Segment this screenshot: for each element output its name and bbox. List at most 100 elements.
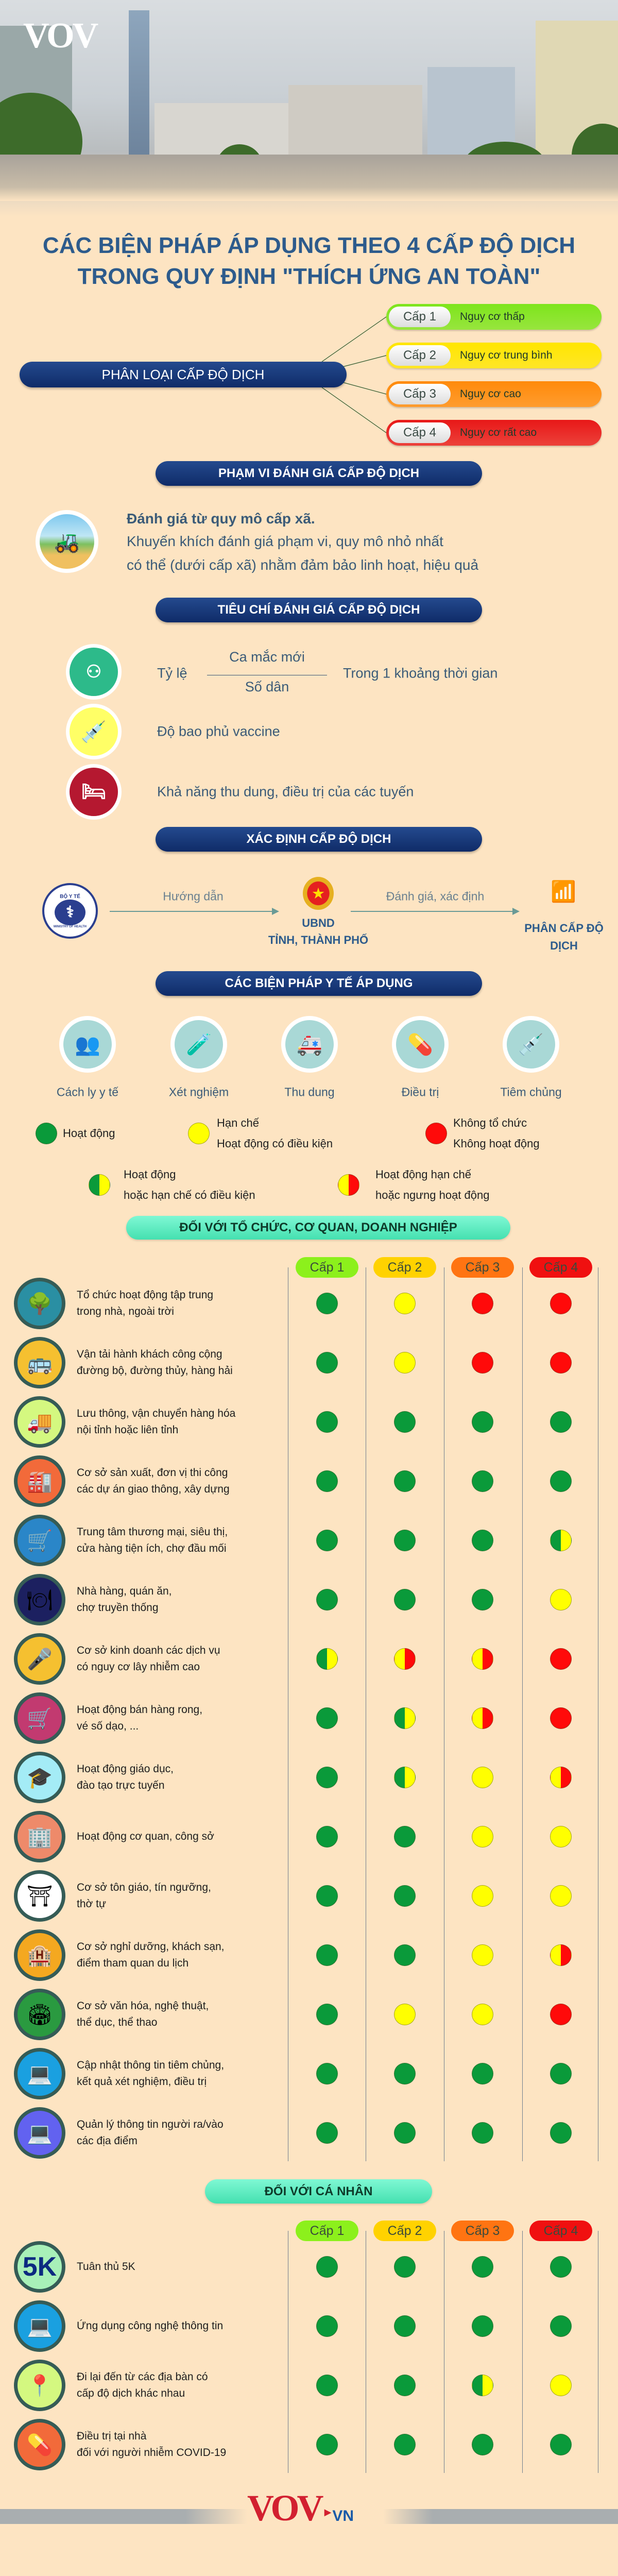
status-dot-red (550, 1293, 572, 1314)
scope-bold-text: Đánh giá từ quy mô cấp xã. (127, 511, 315, 527)
status-dot-red (472, 1293, 493, 1314)
page-title-line2: TRONG QUY ĐỊNH "THÍCH ỨNG AN TOÀN" (77, 264, 541, 289)
row-label: Vận tải hành khách công cộng đường bộ, đư… (77, 1348, 233, 1377)
status-dot-green (394, 2063, 416, 2084)
level-badge: Cấp 2 (389, 345, 451, 366)
status-dot-green (550, 2315, 572, 2337)
scope-header: PHẠM VI ĐÁNH GIÁ CẤP ĐỘ DỊCH (156, 461, 482, 486)
status-dot-yellow (472, 1944, 493, 1966)
laptop-icon: 💻 (14, 2048, 65, 2099)
factory-icon: 🏭 (14, 1455, 65, 1507)
legend-text: Hoạt động (63, 1127, 115, 1140)
status-dot-red (550, 1648, 572, 1670)
rate-period: Trong 1 khoảng thời gian (343, 665, 498, 681)
vaccine-syringe-icon: 💉 (503, 1016, 559, 1073)
row-label: Hoạt động bán hàng rong, vé số dạo, ... (77, 1704, 203, 1732)
authority-line2: TỈNH, THÀNH PHỐ (268, 934, 369, 946)
5k-icon: 5K (14, 2241, 65, 2293)
vaccine-icon: 💉 (66, 704, 122, 759)
status-dot-red (550, 2004, 572, 2025)
status-dot-green (550, 1470, 572, 1492)
caduceus-icon: ⚕ (55, 899, 85, 925)
status-dot-green-yellow (394, 1767, 416, 1788)
status-dot-yellow (472, 1767, 493, 1788)
row-label: Cơ sở kinh doanh các dịch vụ có nguy cơ l… (77, 1645, 220, 1673)
graduation-cap-icon: 🎓 (14, 1752, 65, 1803)
row-label: Ứng dụng công nghệ thông tin (77, 2320, 224, 2332)
level-header-1: Cấp 1 (296, 2221, 358, 2241)
classification-connectors (321, 316, 387, 433)
status-dot-green (472, 2122, 493, 2144)
criteria-header: TIÊU CHÍ ĐÁNH GIÁ CẤP ĐỘ DỊCH (156, 598, 482, 622)
level-header-3: Cấp 3 (451, 1257, 514, 1278)
play-arrow-icon: ▶ (324, 2507, 332, 2517)
ambulance-icon: 🚑 (281, 1016, 338, 1073)
status-dot-green (316, 1470, 338, 1492)
infection-rate-icon: ⚇ (66, 644, 122, 700)
row-label: Hoạt động cơ quan, công sở (77, 1831, 214, 1842)
measures-header: CÁC BIỆN PHÁP Y TẾ ÁP DỤNG (156, 971, 482, 996)
status-dot-green (394, 1589, 416, 1611)
status-dot-green (316, 1352, 338, 1374)
medicine-icon: 💊 (14, 2419, 65, 2470)
level-header-2: Cấp 2 (373, 1257, 436, 1278)
status-dot-green (316, 1767, 338, 1788)
column-divider (522, 1267, 523, 2161)
status-dot-green (472, 2063, 493, 2084)
legend-text: Hoạt động hoặc hạn chế có điều kiện (124, 1168, 255, 1201)
status-dot-yellow (550, 1589, 572, 1611)
status-dot-green (316, 1293, 338, 1314)
banner-photo: VOV (0, 0, 618, 216)
measure-label: Điều trị (401, 1085, 439, 1099)
level-risk: Nguy cơ rất cao (460, 427, 537, 438)
hotel-icon: 🏨 (14, 1929, 65, 1981)
quarantine-icon: 👥 (59, 1016, 116, 1073)
level-pill-1: Cấp 1 Nguy cơ thấp (386, 304, 602, 330)
countryside-icon: 🚜 (36, 510, 98, 573)
rising-chart-icon: 📶 (551, 880, 576, 903)
map-pin-icon: 📍 (14, 2360, 65, 2411)
level-risk: Nguy cơ thấp (460, 311, 525, 323)
status-dot-green (316, 2434, 338, 2455)
status-dot-green (550, 2063, 572, 2084)
authority-line1: UBND (302, 917, 335, 929)
status-dot-green (316, 2122, 338, 2144)
vaccine-coverage-text: Độ bao phủ vaccine (157, 723, 280, 739)
status-dot-yellow-red (472, 1707, 493, 1729)
level-header-4: Cấp 4 (529, 2221, 592, 2241)
vov-watermark-logo: VOV (23, 16, 98, 56)
microphone-icon: 🎤 (14, 1633, 65, 1685)
footer-bar (0, 2509, 618, 2524)
classification-label: PHÂN LOẠI CẤP ĐỘ DỊCH (20, 362, 347, 387)
status-dot-yellow-red (472, 1648, 493, 1670)
status-dot-yellow (472, 2004, 493, 2025)
scope-line1: Khuyến khích đánh giá phạm vi, quy mô nh… (127, 533, 443, 549)
treatment-capacity-text: Khả năng thu dung, điều trị của các tuyế… (157, 784, 414, 800)
status-dot-yellow (472, 1826, 493, 1848)
level-badge: Cấp 1 (389, 307, 451, 327)
status-dot-green-yellow (394, 1707, 416, 1729)
rate-label: Tỷ lệ (157, 665, 187, 681)
assess-arrow (351, 911, 514, 912)
truck-icon: 🚚 (14, 1396, 65, 1448)
street-cart-icon: 🛒 (14, 1692, 65, 1744)
level-pill-2: Cấp 2 Nguy cơ trung bình (386, 343, 602, 368)
rate-denominator: Số dân (245, 679, 289, 694)
state-emblem-icon: ★ (303, 877, 334, 910)
laptop-icon: 💻 (14, 2300, 65, 2352)
status-dot-green (316, 1589, 338, 1611)
row-label: Cơ sở nghỉ dưỡng, khách sạn, điểm tham qu… (77, 1941, 225, 1969)
status-dot-green (394, 2434, 416, 2455)
legend-text: Không tổ chức Không hoạt động (453, 1116, 540, 1150)
row-label: Đi lại đến từ các địa bàn có cấp độ dịch … (77, 2371, 208, 2399)
status-dot-green (550, 2122, 572, 2144)
level-risk: Nguy cơ trung bình (460, 349, 553, 361)
legend-dot-green-yellow (89, 1174, 110, 1196)
shopping-cart-icon: 🛒 (14, 1515, 65, 1566)
status-dot-red (550, 1352, 572, 1374)
measure-label: Thu dung (284, 1085, 335, 1099)
row-label: Nhà hàng, quán ăn, chợ truyền thống (77, 1585, 172, 1614)
status-dot-green (472, 1530, 493, 1551)
result-line2: DỊCH (550, 939, 578, 952)
scope-line2: có thể (dưới cấp xã) nhằm đảm bảo linh h… (127, 557, 479, 573)
